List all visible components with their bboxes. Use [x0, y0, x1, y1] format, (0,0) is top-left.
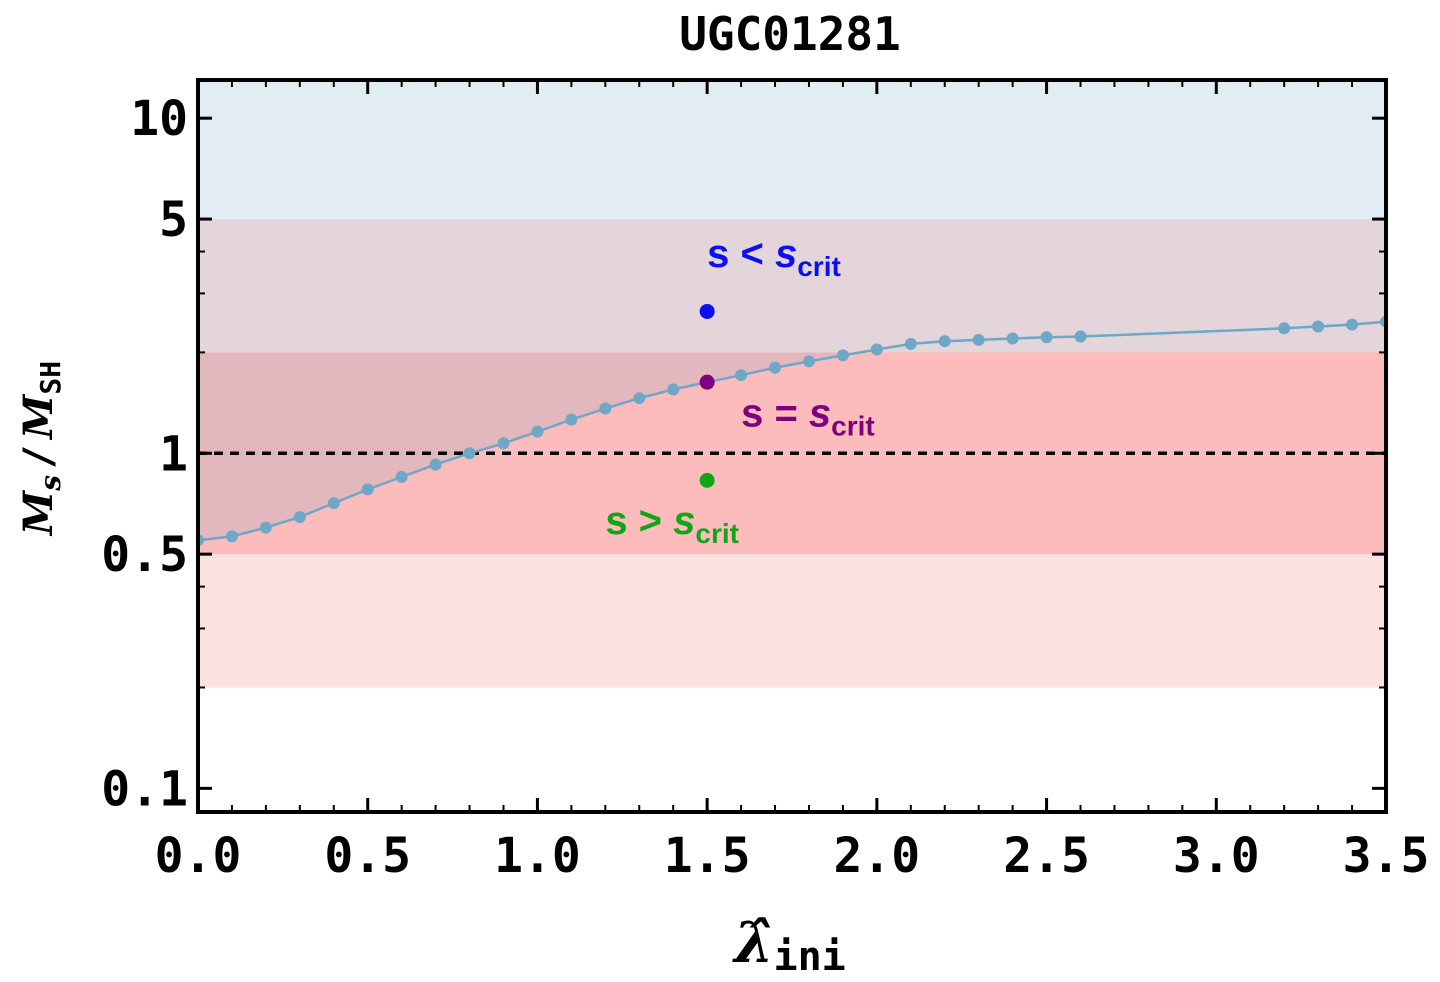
series-point-10 [531, 425, 544, 438]
series-point-28 [1312, 320, 1325, 333]
y-tick-label: 1 [159, 426, 188, 482]
annotation-sub: crit [797, 251, 841, 282]
annotation-var: s [809, 392, 831, 436]
y-tick-label: 0.5 [101, 527, 188, 583]
series-point-5 [361, 483, 374, 496]
annotation-sub: crit [695, 518, 739, 549]
annotation-var: s [673, 499, 695, 543]
series-point-13 [633, 392, 646, 405]
marker-point-2 [699, 374, 715, 390]
series-point-2 [259, 521, 272, 534]
annotation-var: s [775, 232, 797, 276]
x-tick-label: 1.0 [494, 828, 581, 884]
marker-point-1 [699, 303, 715, 319]
series-point-11 [565, 413, 578, 426]
x-tick-label: 2.5 [1003, 828, 1090, 884]
y-tick-label: 10 [130, 91, 188, 147]
series-point-26 [1074, 330, 1087, 343]
series-point-6 [395, 470, 408, 483]
series-point-22 [938, 335, 951, 348]
series-point-4 [327, 497, 340, 510]
x-tick-label: 3.0 [1173, 828, 1260, 884]
series-point-12 [599, 402, 612, 415]
band-2 [198, 219, 1386, 353]
series-line-group [198, 315, 1386, 547]
series-point-19 [836, 349, 849, 362]
annotation-3: s > scrit [605, 499, 739, 549]
chart-title: UGC01281 [679, 7, 901, 61]
x-tick-label: 3.5 [1343, 828, 1430, 884]
y-axis-label: Ms/MSH [15, 361, 67, 537]
y-tick-label: 0.1 [101, 761, 188, 817]
series-point-8 [463, 447, 476, 460]
x-tick-label: 1.5 [664, 828, 751, 884]
y-tick-label: 5 [159, 192, 188, 248]
series-point-20 [870, 343, 883, 356]
series-point-25 [1040, 331, 1053, 344]
x-tick-label: 0.0 [155, 828, 242, 884]
band-1 [198, 80, 1386, 220]
annotation-main: s = [741, 392, 809, 436]
fill-lower [198, 554, 1386, 688]
series-point-27 [1278, 322, 1291, 335]
annotation-1: s < scrit [707, 232, 841, 282]
annotation-2: s = scrit [741, 392, 875, 442]
series-point-21 [904, 337, 917, 350]
marker-point-3 [699, 472, 715, 488]
annotation-main: s > [605, 499, 673, 543]
x-axis-label: λ̂ini [732, 910, 846, 980]
plot-area [198, 80, 1386, 688]
series-point-1 [225, 530, 238, 543]
series-point-9 [497, 437, 510, 450]
axes: 0.0 0.5 1.0 1.5 2.0 2.5 3.0 3.5 0.1 0.5 1 5 10 [101, 78, 1430, 884]
series-point-16 [735, 369, 748, 382]
x-tick-label: 2.0 [834, 828, 921, 884]
series-point-29 [1346, 318, 1359, 331]
series-point-23 [972, 333, 985, 346]
series-point-3 [293, 511, 306, 524]
series-point-14 [667, 383, 680, 396]
series-point-7 [429, 458, 442, 471]
series-point-18 [802, 355, 815, 368]
annotation-main: s < [707, 232, 775, 276]
annotation-sub: crit [831, 411, 875, 442]
series-point-24 [1006, 332, 1019, 345]
plot-frame [196, 78, 1388, 814]
series-point-17 [769, 361, 782, 374]
x-tick-label: 0.5 [324, 828, 411, 884]
